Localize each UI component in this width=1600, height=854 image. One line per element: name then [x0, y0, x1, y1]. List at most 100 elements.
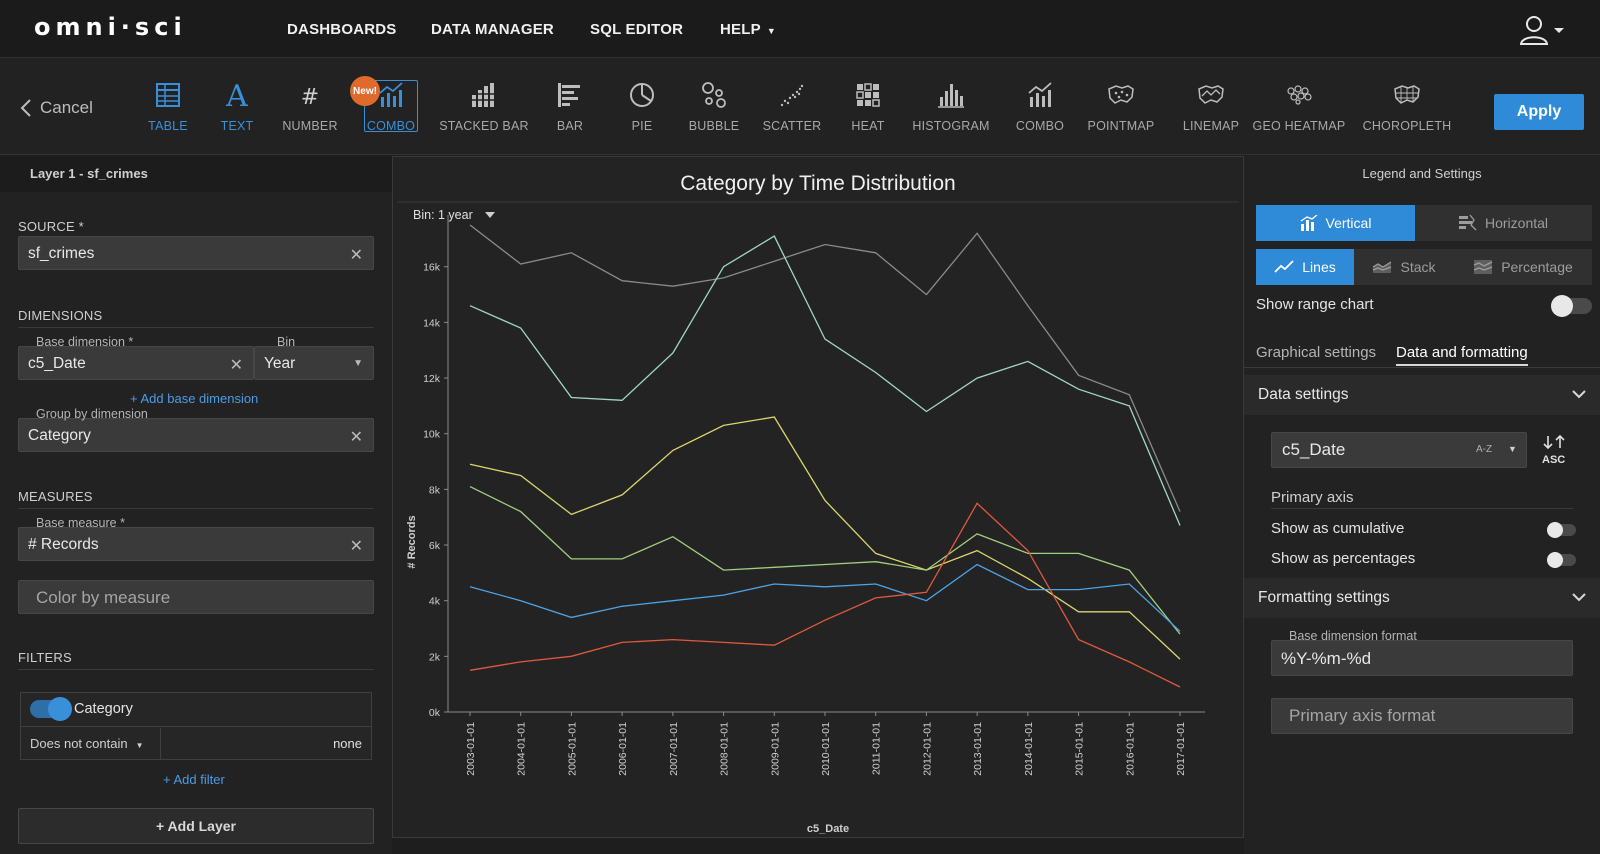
tab-graphical-settings[interactable]: Graphical settings — [1256, 344, 1377, 361]
sort-az-label: A-Z — [1476, 444, 1493, 455]
x-axis-label: c5_Date — [807, 823, 849, 835]
table-icon — [156, 83, 180, 107]
group-by-label: Group by dimension — [36, 407, 148, 421]
tab-data-and-formatting[interactable]: Data and formatting — [1396, 344, 1528, 366]
mode-percentage-button[interactable]: Percentage — [1454, 249, 1592, 285]
text-icon: A — [225, 80, 248, 110]
group-by-field[interactable]: Group by dimension Category ✕ — [18, 407, 374, 452]
chart-type-histogram[interactable]: HISTOGRAM — [912, 80, 989, 152]
chart-type-geo-heatmap[interactable]: GEO HEATMAP — [1253, 80, 1345, 152]
caret-down-icon: ▼ — [1508, 444, 1517, 454]
chart-type-label: COMBO — [366, 119, 416, 133]
apply-button[interactable]: Apply — [1494, 94, 1584, 130]
chart-type-pie[interactable]: PIE — [617, 80, 667, 152]
data-settings-header[interactable]: Data settings — [1244, 375, 1600, 415]
chart-type-choropleth[interactable]: CHOROPLETH — [1363, 80, 1451, 152]
show-percentages-toggle[interactable] — [1547, 552, 1576, 568]
formatting-settings-header[interactable]: Formatting settings — [1244, 578, 1600, 618]
filter-value-input[interactable]: none — [162, 728, 372, 760]
color-by-measure-field[interactable]: Color by measure — [18, 580, 374, 614]
chart-type-bubble[interactable]: BUBBLE — [686, 80, 742, 152]
number-icon: # — [301, 85, 319, 110]
x-tick-label: 2009-01-01 — [769, 722, 781, 776]
chart-type-table[interactable]: TABLE — [143, 80, 193, 152]
base-measure-value: # Records — [28, 536, 99, 553]
cancel-button[interactable]: Cancel — [20, 98, 93, 118]
clear-source-icon[interactable]: ✕ — [349, 247, 363, 264]
group-by-value: Category — [28, 427, 91, 444]
x-tick-label: 2005-01-01 — [566, 722, 578, 776]
orientation-vertical-button[interactable]: Vertical — [1256, 205, 1415, 241]
user-icon — [1519, 16, 1564, 45]
clear-base-dimension-icon[interactable]: ✕ — [229, 357, 243, 374]
chart-type-scatter[interactable]: SCATTER — [759, 80, 825, 152]
chart-type-stacked-bar[interactable]: STACKED BAR — [439, 80, 529, 152]
primary-axis-format-field[interactable]: Primary axis format — [1271, 698, 1573, 734]
base-dimension-label: Base dimension * — [36, 335, 134, 349]
layer-header[interactable]: Layer 1 - sf_crimes — [0, 156, 392, 192]
bin-control[interactable]: Bin: 1 year — [413, 208, 495, 222]
primary-axis-format-placeholder: Primary axis format — [1289, 706, 1436, 725]
chart-type-combo-new[interactable]: COMBO — [363, 80, 419, 152]
chart-type-label: GEO HEATMAP — [1252, 119, 1346, 133]
source-field[interactable]: sf_crimes ✕ — [18, 236, 374, 270]
x-tick-label: 2003-01-01 — [465, 722, 477, 776]
chart-type-heat[interactable]: HEAT — [843, 80, 893, 152]
filter-toggle[interactable] — [30, 697, 72, 721]
nav-data-manager[interactable]: DATA MANAGER — [431, 21, 554, 38]
chart-type-number[interactable]: # NUMBER — [280, 80, 340, 152]
x-tick-label: 2006-01-01 — [617, 722, 629, 776]
combo-selected-outline — [364, 80, 418, 132]
y-tick-label: 0k — [429, 707, 441, 719]
chart-type-bar[interactable]: BAR — [545, 80, 595, 152]
chart-type-linemap[interactable]: LINEMAP — [1176, 80, 1246, 152]
show-range-chart-toggle[interactable] — [1551, 295, 1592, 317]
line-chart[interactable]: Category by Time Distribution Bin: 1 yea… — [393, 157, 1243, 837]
svg-text:#: # — [301, 85, 319, 110]
nav-dashboards[interactable]: DASHBOARDS — [287, 21, 397, 38]
chart-type-label: STACKED BAR — [439, 119, 529, 133]
base-dimension-format-field[interactable]: Base dimension format %Y-%m-%d — [1271, 629, 1573, 676]
vertical-label: Vertical — [1325, 215, 1372, 231]
caret-down-icon: ▼ — [135, 741, 144, 750]
nav-sql-editor[interactable]: SQL EDITOR — [590, 21, 684, 38]
chart-type-text[interactable]: A TEXT — [212, 80, 262, 152]
stacked-bar-icon — [471, 83, 496, 107]
chart-type-combo[interactable]: COMBO — [1012, 80, 1068, 152]
new-badge: New! — [350, 76, 380, 106]
logo[interactable]: omni·sci — [34, 13, 187, 41]
geo-heatmap-icon — [1287, 85, 1312, 105]
clear-base-measure-icon[interactable]: ✕ — [349, 538, 363, 555]
add-layer-button[interactable]: + Add Layer — [18, 808, 374, 844]
nav-help[interactable]: HELP ▼ — [720, 21, 776, 38]
show-cumulative-toggle[interactable] — [1547, 522, 1576, 538]
color-by-measure-placeholder: Color by measure — [36, 588, 171, 607]
base-dimension-field[interactable]: Base dimension * c5_Date ✕ — [18, 335, 254, 380]
x-tick-label: 2014-01-01 — [1023, 722, 1035, 776]
user-menu-button[interactable] — [1519, 14, 1572, 46]
toggle-knob — [1551, 295, 1573, 317]
bin-select[interactable]: Bin Year ▼ — [254, 335, 374, 380]
chart-type-label: BUBBLE — [688, 119, 740, 133]
clear-group-by-icon[interactable]: ✕ — [349, 429, 363, 446]
x-tick-label: 2015-01-01 — [1074, 722, 1086, 776]
sort-direction-button[interactable]: ASC — [1540, 434, 1570, 468]
filter-operator-select[interactable]: Does not contain ▼ — [30, 736, 144, 751]
chart-type-label: COMBO — [1015, 119, 1065, 133]
chart-type-label: BAR — [556, 119, 584, 133]
orientation-horizontal-button[interactable]: Horizontal — [1415, 205, 1592, 241]
linemap-icon — [1198, 85, 1224, 104]
toggle-knob — [1547, 552, 1563, 568]
sort-field-select[interactable]: c5_Date A-Z ▼ — [1271, 432, 1527, 468]
data-settings-title: Data settings — [1258, 386, 1349, 403]
mode-lines-button[interactable]: Lines — [1256, 249, 1354, 285]
chart-type-pointmap[interactable]: POINTMAP — [1083, 80, 1159, 152]
lines-icon — [1274, 260, 1294, 273]
add-filter-link[interactable]: + Add filter — [163, 772, 225, 787]
add-base-dimension-link[interactable]: + Add base dimension — [130, 391, 259, 406]
mode-stack-button[interactable]: Stack — [1354, 249, 1454, 285]
chart-type-label: NUMBER — [282, 119, 338, 133]
chevron-down-icon — [1572, 593, 1586, 602]
chart-panel: Category by Time Distribution Bin: 1 yea… — [392, 156, 1244, 838]
base-measure-field[interactable]: Base measure * # Records ✕ — [18, 516, 374, 561]
